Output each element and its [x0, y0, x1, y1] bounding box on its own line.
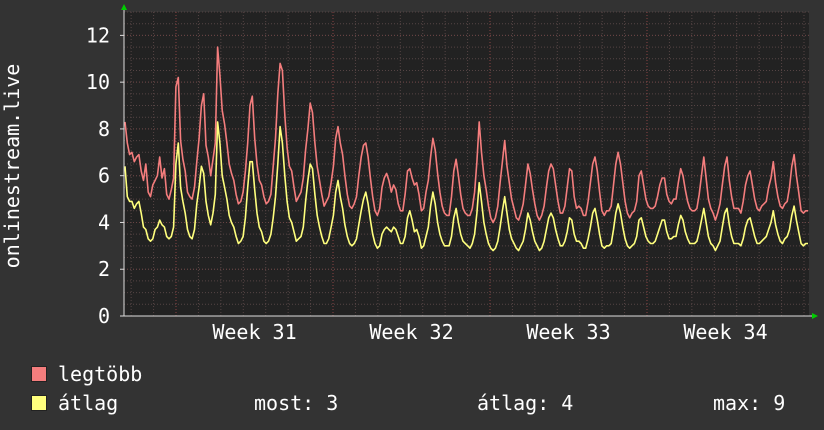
stat-current: most: 3	[254, 391, 338, 415]
x-tick-label: Week 34	[683, 320, 767, 344]
stat-current-label: most:	[254, 391, 315, 415]
y-tick-label: 2	[98, 257, 110, 281]
legtobb-swatch	[31, 366, 47, 382]
series-line-legtobb	[124, 46, 808, 224]
x-axis-arrow	[812, 313, 818, 319]
legend-row-legtobb: legtöbb	[0, 362, 824, 386]
x-tick-label: Week 31	[212, 320, 296, 344]
y-tick-label: 0	[98, 304, 110, 328]
series-line-atlag	[124, 121, 808, 252]
legend-label-legtobb: legtöbb	[58, 362, 143, 386]
stat-average-label: átlag:	[477, 391, 550, 415]
atlag-swatch	[31, 395, 47, 411]
y-tick-label: 12	[86, 23, 110, 47]
stat-max-label: max:	[713, 391, 762, 415]
stat-average: átlag: 4	[477, 391, 573, 415]
chart: 0 2 4 6 8 10 12 Week 31 Week 32 Week 33 Week 34 onl…	[0, 4, 818, 344]
y-tick-label: 10	[86, 70, 110, 94]
stat-average-value: 4	[561, 391, 574, 415]
y-tick-label: 6	[98, 164, 110, 188]
y-axis-arrow	[121, 4, 127, 10]
y-tick-label: 8	[98, 117, 110, 141]
stat-max: max: 9	[713, 391, 785, 415]
stat-current-value: 3	[326, 391, 339, 415]
legend-row-atlag: átlag most: 3 átlag: 4 max: 9	[0, 391, 824, 415]
x-tick-label: Week 32	[369, 320, 453, 344]
y-axis-label: onlinestream.live	[0, 64, 24, 269]
stat-max-value: 9	[773, 391, 786, 415]
y-tick-label: 4	[98, 210, 110, 234]
x-tick-label: Week 33	[526, 320, 610, 344]
legend-label-atlag: átlag	[58, 391, 119, 415]
